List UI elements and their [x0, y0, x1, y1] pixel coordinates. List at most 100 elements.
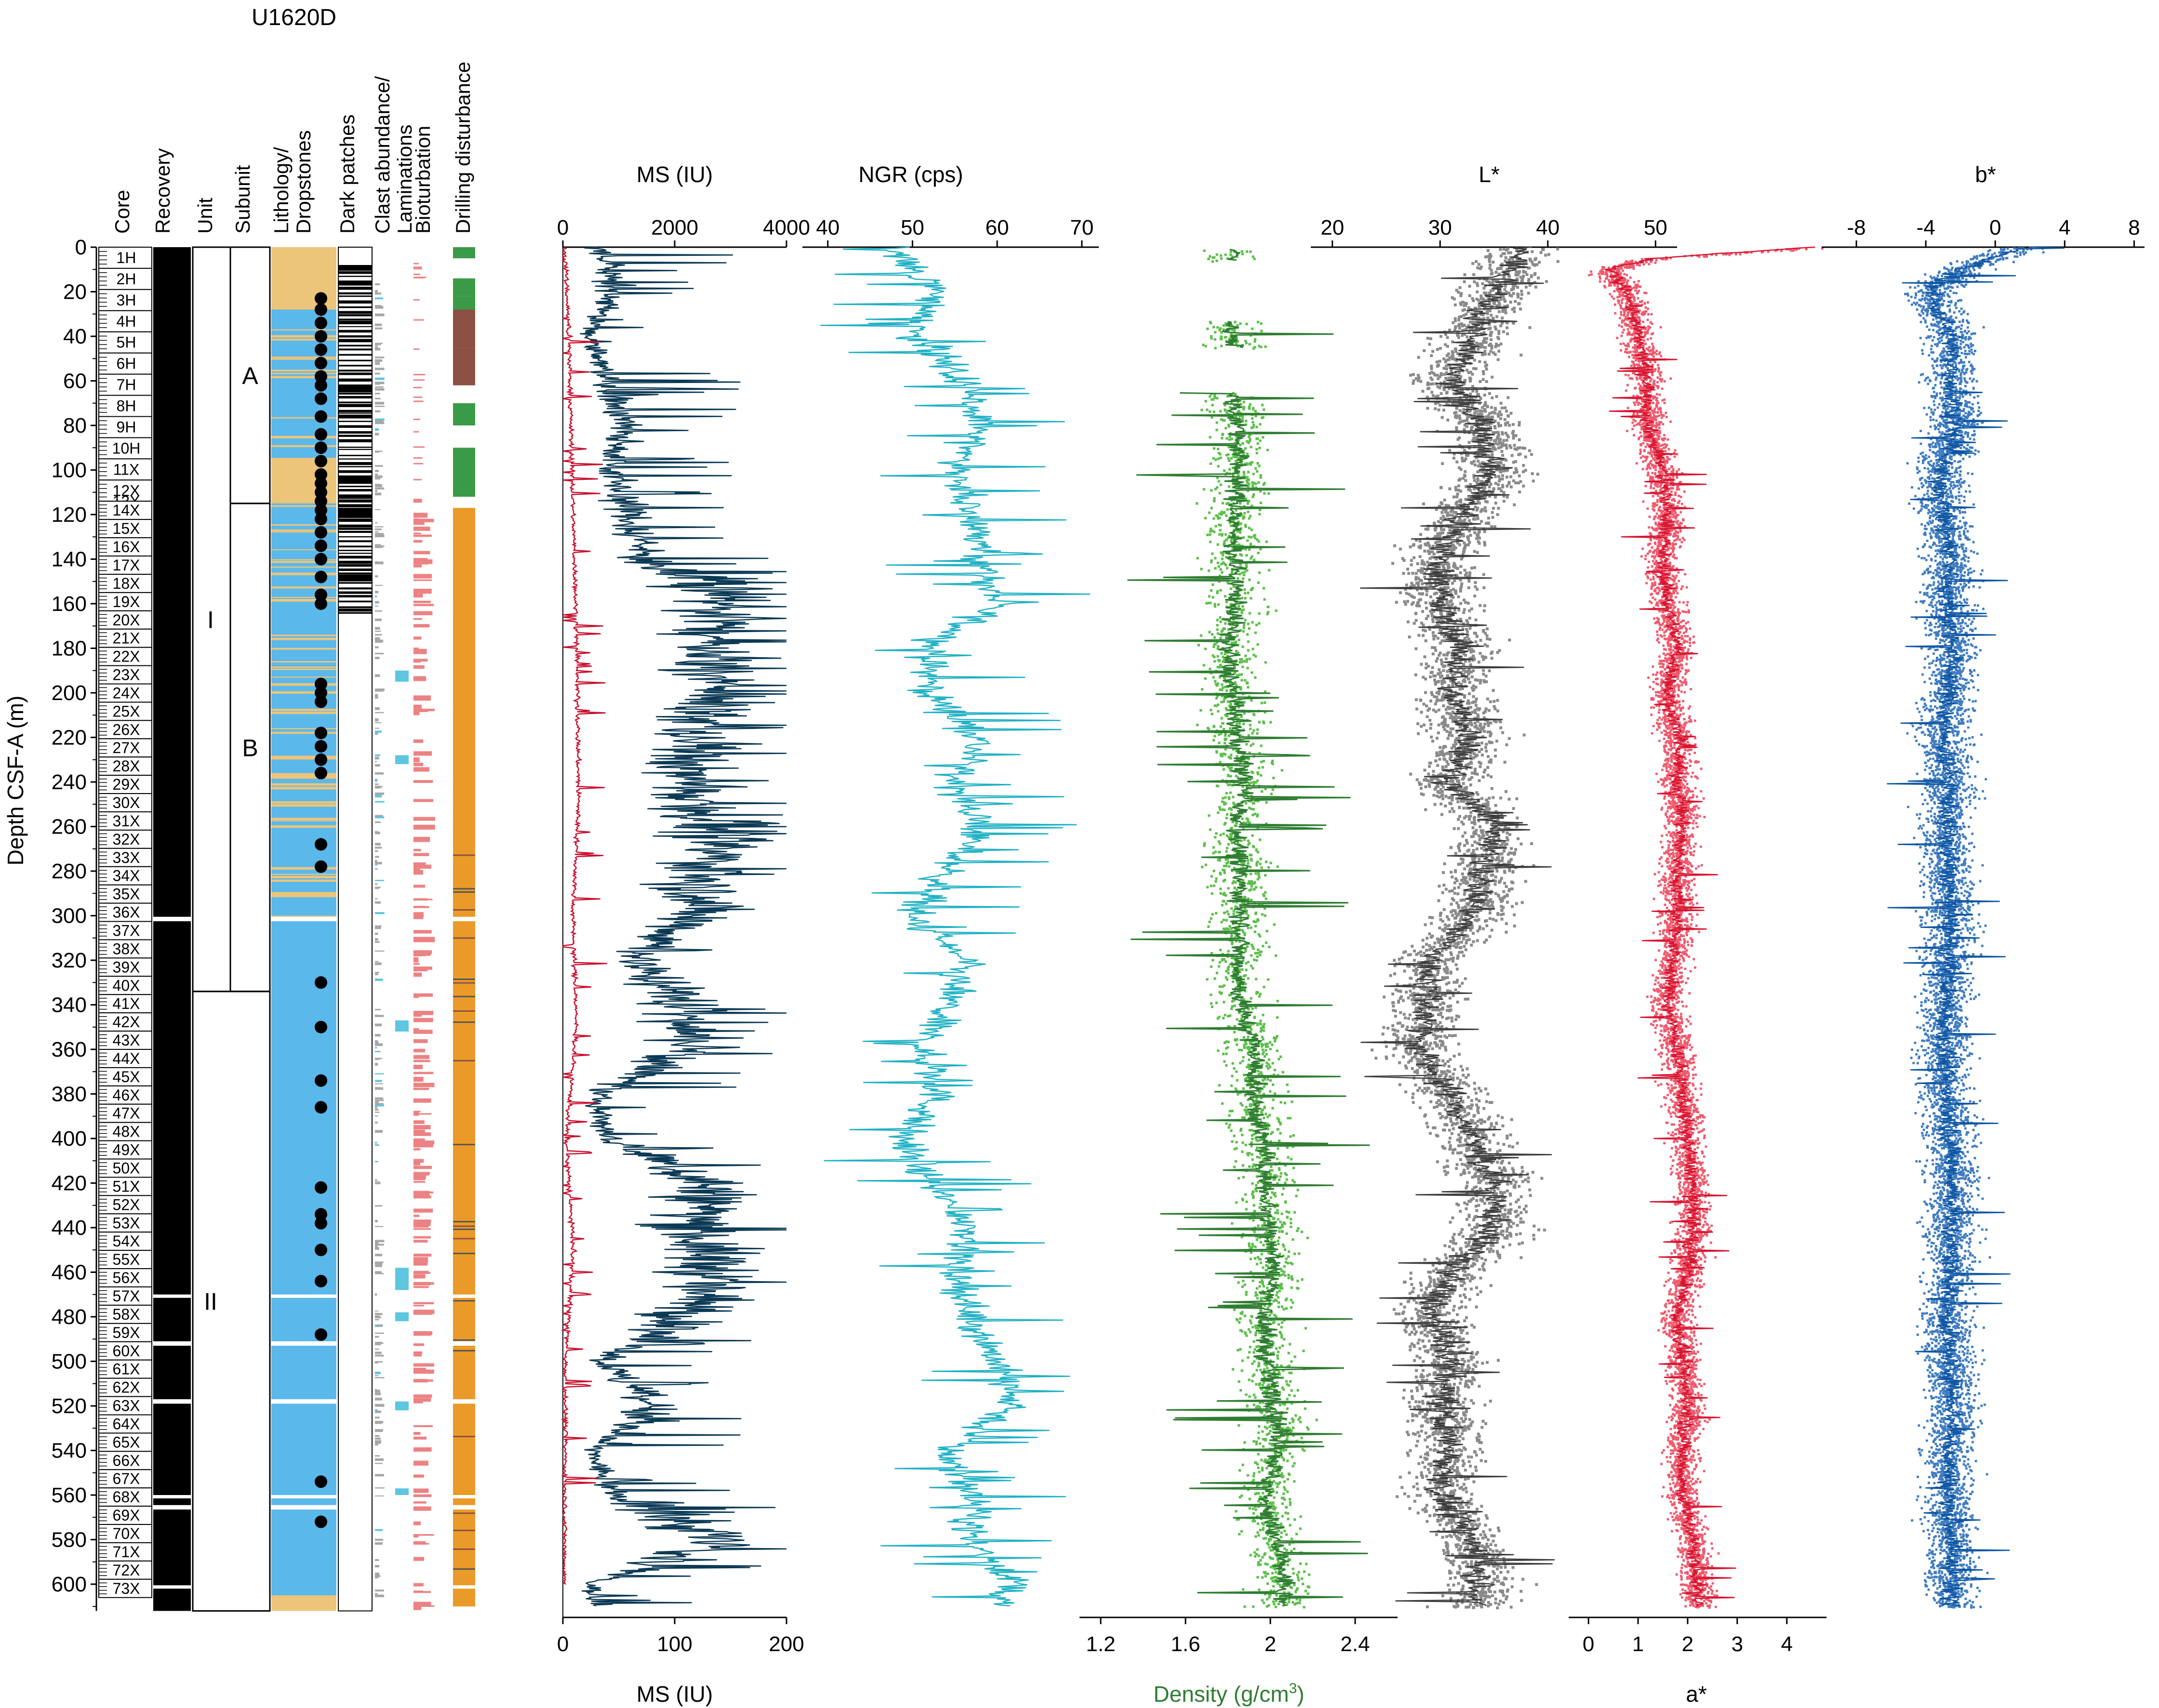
dark-patch: [338, 359, 372, 361]
dark-patch: [338, 516, 372, 518]
clast-mark: [375, 1371, 381, 1375]
dropstone-marker: [315, 1217, 327, 1230]
core-box: [98, 1396, 152, 1416]
clast-mark: [375, 290, 378, 293]
core-label: 2H: [117, 270, 136, 288]
lstar-dots: [1371, 247, 1559, 1610]
core-label: 12X: [113, 482, 140, 499]
drilling-gap: [453, 1505, 475, 1510]
clast-mark: [375, 1144, 379, 1146]
lithology-thin-band: [271, 370, 336, 372]
drilling-minor: [453, 937, 475, 939]
lithology-thin-band: [271, 668, 336, 670]
core-box: [98, 1451, 152, 1470]
dropstone-marker: [315, 441, 327, 454]
clast-mark: [375, 1576, 378, 1579]
lamination-mark: [395, 1401, 409, 1411]
clast-mark: [375, 1122, 378, 1124]
core-label: 8H: [117, 397, 136, 415]
dark-patch: [338, 470, 372, 473]
clast-mark: [375, 883, 378, 885]
bioturbation-mark: [413, 1398, 431, 1402]
drilling-minor: [453, 1144, 475, 1146]
subunit-box: [229, 503, 271, 993]
bioturbation-mark: [413, 1543, 429, 1545]
clast-mark: [375, 979, 383, 981]
bioturbation-mark: [413, 604, 434, 607]
depth-tick-label: 320: [52, 949, 87, 972]
clast-mark: [375, 880, 385, 881]
clast-mark: [375, 1023, 382, 1027]
bioturbation-mark: [413, 1302, 434, 1305]
dark-patch: [338, 330, 372, 333]
drilling-class: [453, 347, 475, 385]
bioturbation-mark: [413, 864, 431, 869]
clast-mark: [375, 1593, 378, 1595]
dark-patch: [338, 344, 372, 347]
bioturbation-mark: [413, 1140, 435, 1144]
lithology-thin-band: [271, 806, 336, 807]
depth-tick-label: 480: [52, 1305, 87, 1329]
bioturbation-mark: [413, 709, 420, 715]
bioturbation-mark: [413, 446, 425, 448]
core-label: 32X: [113, 831, 140, 848]
clast-mark: [375, 1240, 385, 1243]
lithology-thin-band: [271, 524, 336, 526]
core-label: 66X: [113, 1452, 140, 1469]
lithology-header-line2: Dropstones: [292, 130, 315, 234]
clast-column: [375, 283, 409, 1598]
dark-patch: [338, 414, 372, 418]
drilling-gap: [453, 1399, 475, 1404]
clast-mark: [375, 1226, 383, 1227]
core-label: 37X: [113, 922, 140, 939]
bioturbation-mark: [413, 1028, 419, 1033]
lithology-thin-band: [271, 481, 336, 483]
recovery-gap: [153, 1399, 191, 1404]
core-box: [98, 1487, 152, 1507]
drilling-minor: [453, 909, 475, 911]
core-label: 54X: [113, 1232, 140, 1250]
depth-tick-label: 360: [52, 1038, 87, 1061]
ms-dark-line: [580, 246, 787, 1607]
clast-mark: [375, 528, 382, 530]
lamination-mark: [395, 670, 409, 682]
lithology-gap: [271, 916, 336, 922]
dropstone-marker: [315, 687, 327, 699]
core-box: [98, 665, 152, 685]
ms-bottom-axis-tick-label: 100: [657, 1632, 692, 1656]
clast-mark: [375, 821, 381, 823]
bioturbation-mark: [413, 751, 432, 756]
bioturbation-mark: [413, 853, 429, 856]
bioturbation-column: [413, 263, 435, 1610]
bioturbation-mark: [413, 551, 430, 555]
bioturbation-mark: [413, 1602, 431, 1606]
clast-mark: [375, 627, 380, 630]
bioturbation-mark: [413, 1055, 430, 1059]
clast-mark: [375, 345, 378, 346]
bioturbation-mark: [413, 319, 424, 321]
clast-mark: [375, 362, 380, 365]
dark-patch: [338, 454, 372, 456]
dark-patch: [338, 550, 372, 551]
bioturbation-mark: [413, 1394, 432, 1398]
lithology-thin-band: [271, 505, 336, 507]
dropstone-marker: [315, 1181, 327, 1194]
lithology-header: Lithology/: [270, 147, 293, 234]
clast-mark: [375, 1242, 379, 1245]
unit-label: I: [207, 606, 214, 633]
clast-mark: [375, 347, 381, 351]
lithology-thin-band: [271, 529, 336, 531]
core-label: 17X: [113, 556, 140, 574]
drilling-minor: [453, 995, 475, 997]
dark-patch: [338, 404, 372, 407]
bioturbation-mark: [413, 824, 435, 830]
clast-mark: [375, 1332, 384, 1334]
clast-mark: [375, 941, 380, 943]
core-box: [98, 331, 152, 354]
bioturbation-mark: [413, 1591, 431, 1593]
clast-mark: [375, 1348, 379, 1350]
bioturbation-mark: [413, 1261, 428, 1266]
bioturbation-mark: [413, 1261, 420, 1264]
lithology-thin-band: [271, 783, 336, 786]
recovery-header: Recovery: [151, 148, 174, 234]
